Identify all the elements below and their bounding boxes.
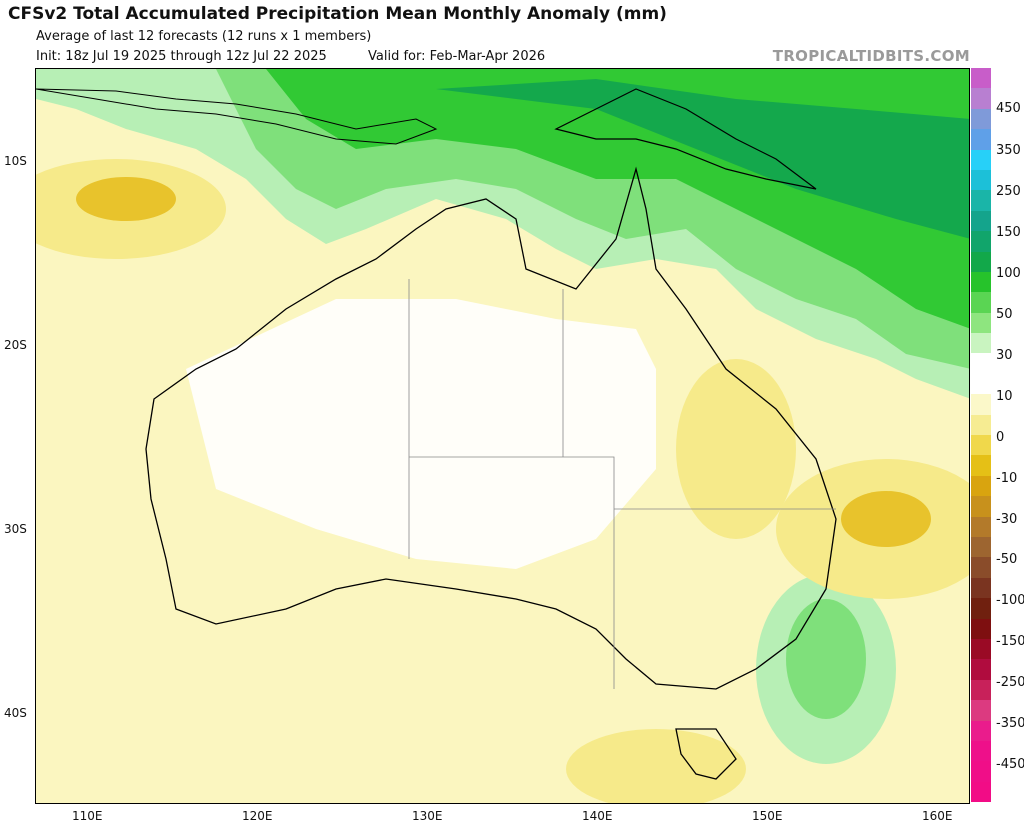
lon-label: 150E [752, 809, 783, 823]
new-guinea-coastline [554, 88, 817, 190]
colorbar-segment [971, 394, 991, 415]
colorbar-segment [971, 88, 991, 109]
colorbar-segment [971, 740, 991, 762]
colorbar-label: 100 [996, 266, 1021, 281]
colorbar-label: -50 [996, 552, 1018, 567]
colorbar-segment [971, 68, 991, 89]
colorbar-segment [971, 292, 991, 313]
colorbar-label: -30 [996, 512, 1018, 527]
lon-label: 110E [72, 809, 103, 823]
lat-label: 40S [4, 706, 27, 720]
colorbar-segment [971, 618, 991, 639]
colorbar-segment [971, 373, 991, 395]
colorbar-segment [971, 577, 991, 599]
colorbar-label: -350 [996, 716, 1024, 731]
australia-coastline [145, 166, 837, 690]
colorbar-segment [971, 455, 991, 476]
lon-label: 140E [582, 809, 613, 823]
colorbar-label: -450 [996, 757, 1024, 772]
colorbar-label: -150 [996, 634, 1024, 649]
colorbar-segment [971, 271, 991, 293]
colorbar-segment [971, 475, 991, 497]
colorbar-segment [971, 435, 991, 456]
colorbar-label: 0 [996, 430, 1005, 445]
colorbar-label: -10 [996, 471, 1018, 486]
colorbar-segment [971, 598, 991, 619]
colorbar-segment [971, 638, 991, 660]
colorbar-segment [971, 251, 991, 272]
dry-zone-southcentral [566, 729, 746, 803]
colorbar-label: 250 [996, 184, 1021, 199]
init-time: Init: 18z Jul 19 2025 through 12z Jul 22… [36, 49, 327, 64]
colorbar-segment [971, 781, 991, 803]
lat-label: 30S [4, 522, 27, 536]
colorbar-segment [971, 231, 991, 252]
indonesia-coastline [36, 88, 438, 145]
colorbar-segment [971, 659, 991, 680]
colorbar-label: 30 [996, 348, 1013, 363]
brand-watermark: TROPICALTIDBITS.COM [772, 47, 970, 65]
colorbar-label: 10 [996, 389, 1013, 404]
map-subtitle: Average of last 12 forecasts (12 runs x … [36, 29, 372, 44]
lon-label: 130E [412, 809, 443, 823]
colorbar-segment [971, 129, 991, 150]
colorbar-segment [971, 679, 991, 701]
colorbar [971, 68, 991, 804]
colorbar-segment [971, 516, 991, 537]
colorbar-label: 350 [996, 143, 1021, 158]
lat-label: 20S [4, 338, 27, 352]
colorbar-segment [971, 149, 991, 170]
colorbar-label: -100 [996, 593, 1024, 608]
colorbar-segment [971, 169, 991, 191]
anomaly-map [35, 68, 970, 804]
colorbar-segment [971, 720, 991, 741]
colorbar-segment [971, 761, 991, 782]
neutral-interior [186, 299, 656, 569]
colorbar-segment [971, 353, 991, 374]
colorbar-label: 50 [996, 307, 1013, 322]
colorbar-segment [971, 108, 991, 130]
colorbar-label: 450 [996, 101, 1021, 116]
dry-zone-west-core [76, 177, 176, 221]
colorbar-segment [971, 312, 991, 334]
colorbar-segment [971, 536, 991, 558]
colorbar-segment [971, 700, 991, 721]
state-borders [408, 279, 836, 689]
valid-period: Valid for: Feb-Mar-Apr 2026 [368, 49, 546, 64]
colorbar-segment [971, 210, 991, 232]
colorbar-label: 150 [996, 225, 1021, 240]
wet-zone-north-core [436, 79, 969, 239]
colorbar-segment [971, 414, 991, 436]
lat-label: 10S [4, 154, 27, 168]
lon-label: 120E [242, 809, 273, 823]
dry-zone-east-core [841, 491, 931, 547]
colorbar-segment [971, 496, 991, 517]
map-title: CFSv2 Total Accumulated Precipitation Me… [8, 4, 667, 24]
lon-label: 160E [922, 809, 953, 823]
tasmania-coastline [675, 728, 737, 780]
colorbar-segment [971, 190, 991, 211]
colorbar-segment [971, 557, 991, 578]
dry-zone-qld [676, 359, 796, 539]
map-canvas [36, 69, 969, 803]
colorbar-segment [971, 333, 991, 354]
wet-zone-southeast-core [786, 599, 866, 719]
colorbar-label: -250 [996, 675, 1024, 690]
